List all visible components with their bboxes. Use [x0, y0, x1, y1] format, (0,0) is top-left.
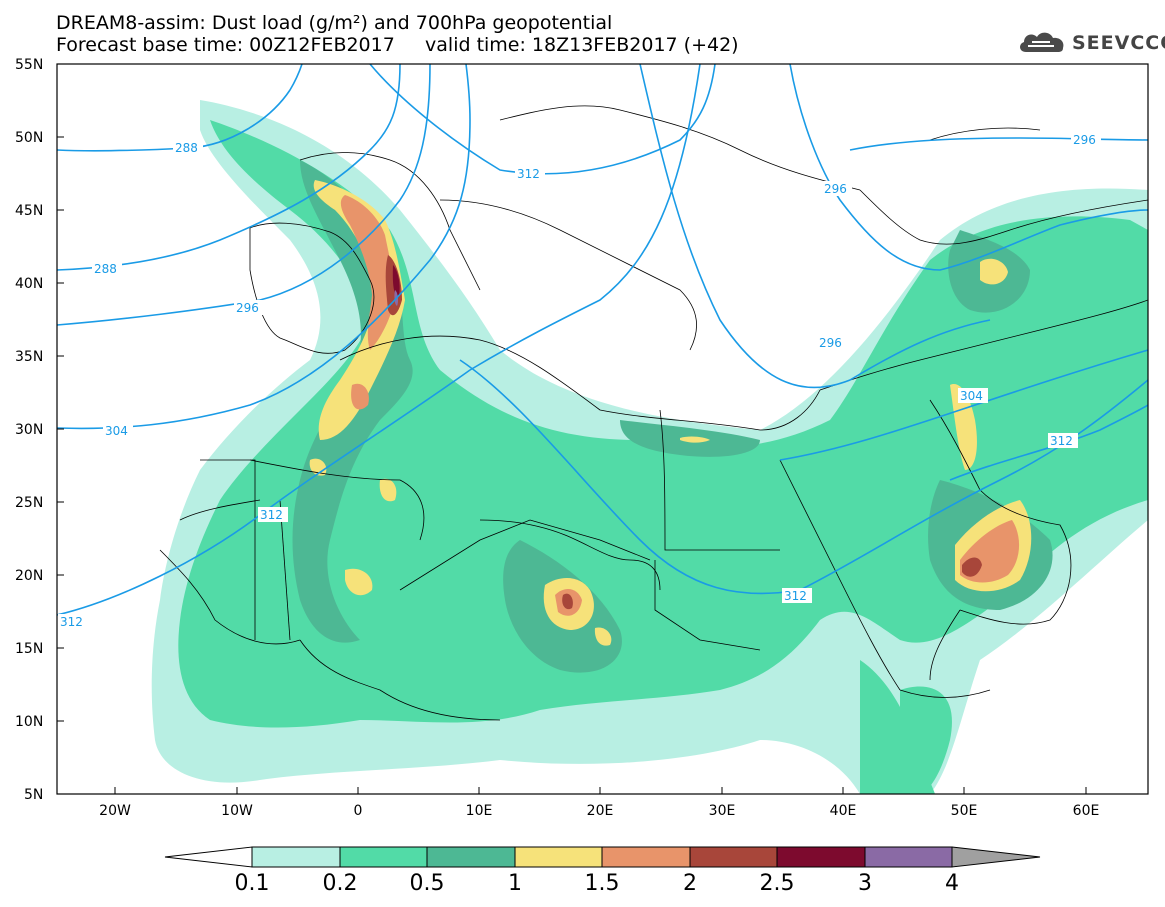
colorbar-high-arrow — [951, 846, 1041, 868]
colorbar-label: 4 — [945, 871, 959, 896]
x-tick-label: 60E — [1073, 803, 1100, 819]
colorbar-swatch — [864, 846, 953, 868]
colorbar-low-arrow — [164, 846, 253, 868]
cloud-icon — [1020, 32, 1064, 52]
x-tick-label: 30E — [709, 803, 736, 819]
x-tick-label: 20E — [587, 803, 614, 819]
contour-304-a — [57, 64, 471, 430]
y-tick-label: 5N — [24, 787, 43, 803]
contour-312-a — [57, 64, 701, 616]
y-tick-label: 45N — [15, 203, 43, 219]
contour-label: 312 — [260, 508, 283, 522]
contour-label: 312 — [1050, 434, 1073, 448]
map-borders — [159, 105, 1148, 721]
contour-296-a — [57, 64, 431, 326]
y-tick-label: 35N — [15, 349, 43, 365]
logo-text: SEEVCCC — [1072, 32, 1165, 54]
contour-label: 296 — [236, 301, 259, 315]
contour-label: 296 — [819, 336, 842, 350]
contour-304-b — [779, 349, 1148, 461]
contour-288-b — [57, 64, 303, 152]
colorbar-label: 0.2 — [322, 871, 358, 896]
colorbar-label: 0.5 — [409, 871, 445, 896]
map-title-line2: Forecast base time: 00Z12FEB2017 valid t… — [56, 34, 739, 56]
colorbar-swatch — [514, 846, 603, 868]
axis-ticks — [57, 63, 1087, 795]
y-tick-label: 15N — [15, 641, 43, 657]
x-tick-label: 50E — [951, 803, 978, 819]
y-tick-label: 10N — [15, 714, 43, 730]
y-tick-label: 30N — [15, 422, 43, 438]
colorbar-swatch — [601, 846, 691, 868]
contour-label: 304 — [960, 389, 983, 403]
colorbar-swatch — [251, 846, 341, 868]
x-tick-label: 40E — [830, 803, 857, 819]
x-tick-label: 20W — [99, 803, 131, 819]
contour-312-d — [949, 404, 1148, 481]
x-tick-label: 10E — [466, 803, 493, 819]
contour-296-b — [639, 64, 991, 389]
x-axis-labels: 20W 10W 0 10E 20E 30E 40E 50E 60E — [99, 803, 1099, 819]
colorbar-label: 0.1 — [234, 871, 270, 896]
contour-288-a — [57, 64, 401, 271]
y-axis-labels: 55N 50N 45N 40N 35N 30N 25N 20N 15N 10N … — [15, 57, 43, 803]
x-tick-label: 0 — [354, 803, 363, 819]
colorbar-label: 2.5 — [759, 871, 795, 896]
contour-label: 296 — [1073, 133, 1096, 147]
colorbar-label: 1 — [508, 871, 522, 896]
colorbar-swatch — [689, 846, 778, 868]
x-tick-label: 10W — [221, 803, 253, 819]
contour-label: 288 — [94, 262, 117, 276]
y-tick-label: 20N — [15, 568, 43, 584]
dust-level-2.5 — [392, 265, 400, 296]
y-tick-label: 25N — [15, 495, 43, 511]
map-title-line1: DREAM8-assim: Dust load (g/m²) and 700hP… — [56, 12, 613, 34]
contour-label: 304 — [105, 424, 128, 438]
y-tick-label: 55N — [15, 57, 43, 73]
colorbar — [164, 846, 1041, 868]
y-tick-label: 50N — [15, 130, 43, 146]
contour-296-d — [849, 137, 1148, 151]
contour-label: 312 — [60, 615, 83, 629]
y-tick-label: 40N — [15, 276, 43, 292]
dust-level-0.2 — [178, 120, 1148, 794]
colorbar-label: 3 — [858, 871, 872, 896]
contour-label: 288 — [175, 141, 198, 155]
colorbar-swatch — [426, 846, 516, 868]
colorbar-label: 1.5 — [584, 871, 620, 896]
colorbar-swatch — [776, 846, 866, 868]
contour-label: 296 — [824, 182, 847, 196]
dust-fields: 288 312 296 288 296 304 312 312 296 296 … — [57, 64, 1148, 794]
contour-label: 312 — [517, 167, 540, 181]
contour-label: 312 — [784, 589, 807, 603]
colorbar-label: 2 — [683, 871, 697, 896]
contour-296-c — [789, 64, 1148, 271]
colorbar-swatch — [339, 846, 428, 868]
contour-312-b — [369, 64, 716, 175]
contour-labels: 288 312 296 288 296 304 312 312 296 296 … — [58, 132, 1101, 629]
seevccc-logo: SEEVCCC — [1016, 28, 1165, 58]
